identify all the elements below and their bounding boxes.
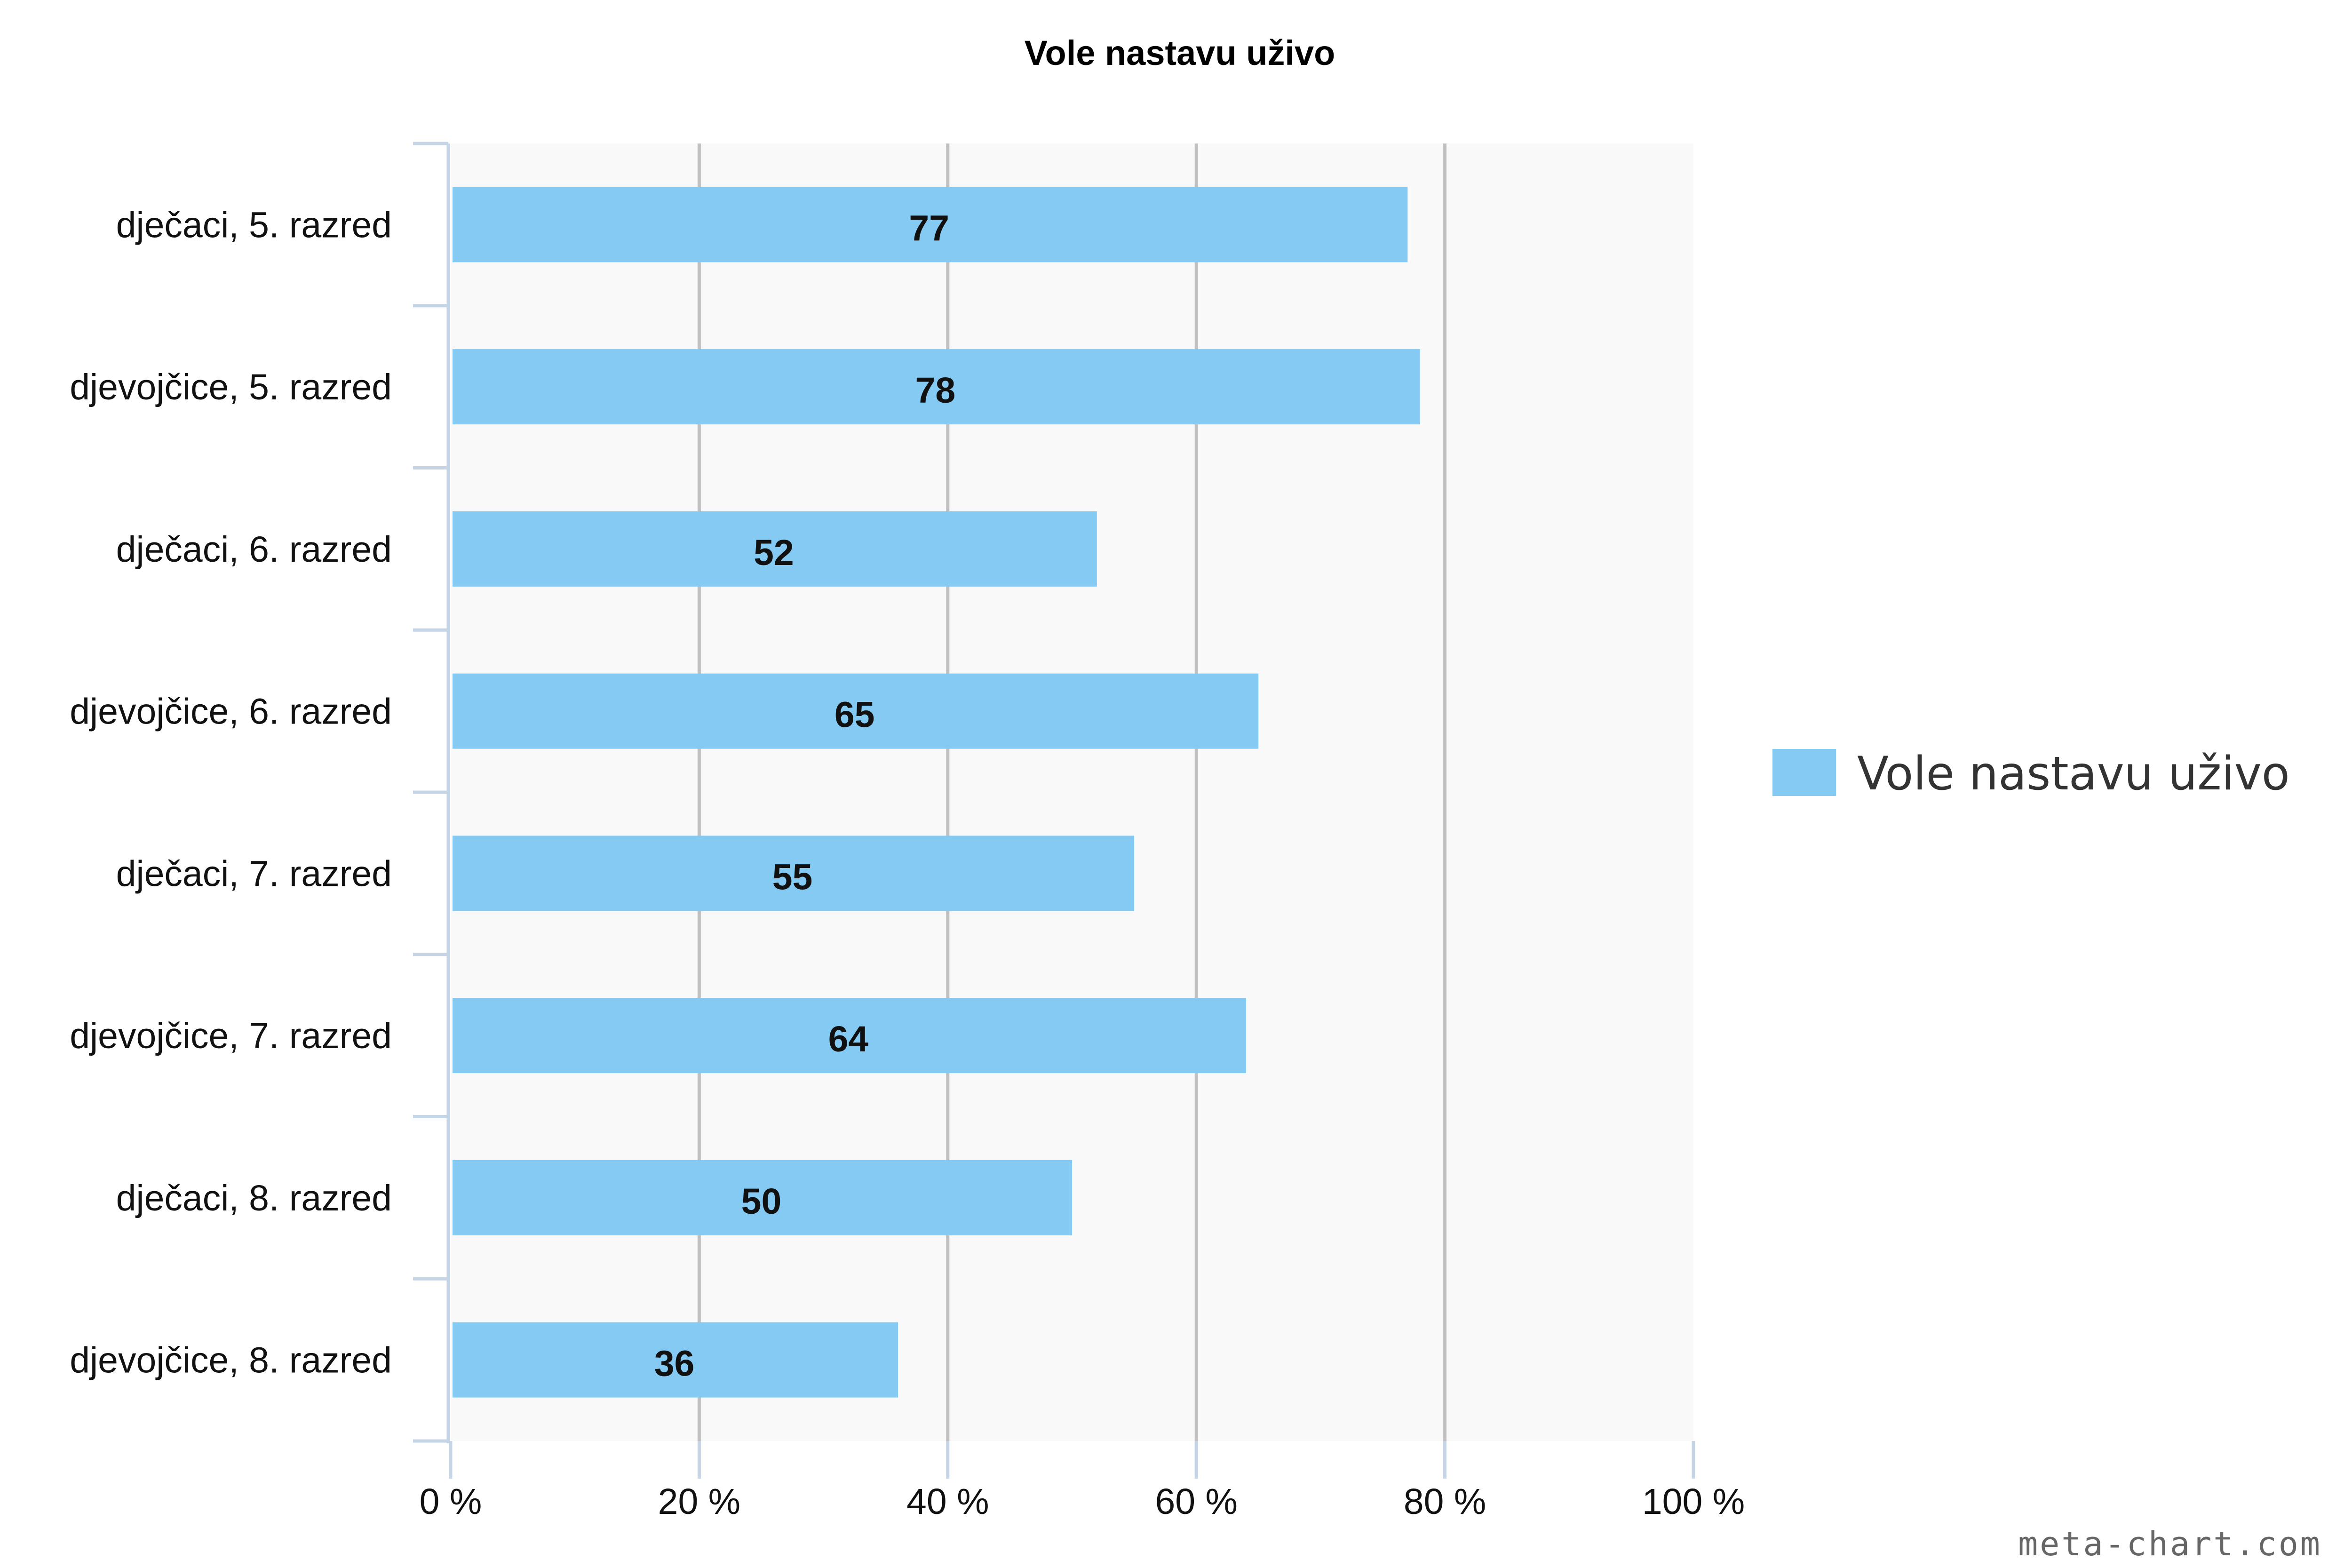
data-label: 65 — [834, 695, 875, 735]
category-label: djevojčice, 5. razred — [70, 367, 392, 407]
bar — [453, 349, 1420, 425]
category-label: dječaci, 5. razred — [116, 205, 392, 245]
x-tick-label: 60 % — [1155, 1481, 1238, 1522]
data-label: 52 — [754, 533, 794, 573]
legend-label: Vole nastavu uživo — [1857, 747, 2290, 801]
x-tick-label: 0 % — [420, 1481, 482, 1522]
data-label: 77 — [909, 208, 949, 248]
category-label: djevojčice, 8. razred — [70, 1340, 392, 1381]
legend-swatch — [1772, 749, 1836, 796]
category-label: dječaci, 7. razred — [116, 853, 392, 894]
labels: 0 % 20 % 40 % 60 % 80 % 100 % dječaci, 5. razr… — [70, 205, 1745, 1522]
category-label: dječaci, 8. razred — [116, 1178, 392, 1218]
bar — [453, 1322, 898, 1398]
bar — [453, 998, 1246, 1074]
data-label: 64 — [828, 1019, 869, 1059]
bar — [453, 836, 1135, 911]
watermark: meta-chart.com — [2018, 1525, 2322, 1563]
data-label: 55 — [772, 857, 813, 897]
axes — [413, 142, 1695, 1479]
data-label: 78 — [915, 370, 956, 411]
plot-area — [451, 143, 1693, 1441]
category-label: dječaci, 6. razred — [116, 529, 392, 570]
x-tick-label: 80 % — [1404, 1481, 1486, 1522]
bar — [453, 1160, 1072, 1235]
bar — [453, 187, 1408, 263]
data-label: 50 — [741, 1181, 782, 1222]
bar — [453, 673, 1259, 749]
x-tick-label: 40 % — [906, 1481, 989, 1522]
category-label: djevojčice, 6. razred — [70, 692, 392, 732]
bars — [453, 187, 1420, 1398]
x-tick-label: 20 % — [658, 1481, 741, 1522]
data-label: 36 — [654, 1344, 695, 1384]
legend: Vole nastavu uživo — [1772, 747, 2290, 801]
category-label: djevojčice, 7. razred — [70, 1016, 392, 1056]
x-tick-label: 100 % — [1642, 1481, 1745, 1522]
bar — [453, 511, 1097, 587]
chart-title: Vole nastavu uživo — [1025, 33, 1335, 72]
